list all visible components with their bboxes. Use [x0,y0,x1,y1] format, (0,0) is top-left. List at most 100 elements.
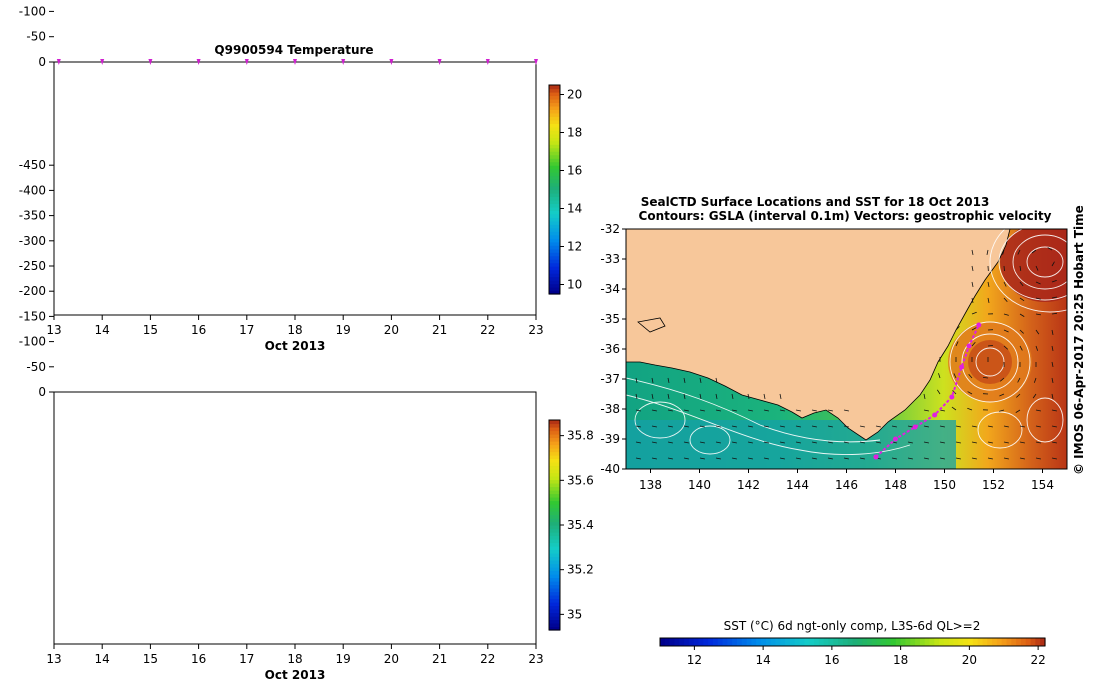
velocity-arrow [1051,261,1055,267]
velocity-arrow [779,457,785,460]
sst-colorbar-cell [818,638,825,646]
sst-colorbar: 12 14 16 18 20 22 [659,637,1046,667]
sst-colorbar-cell [823,638,830,646]
velocity-arrow [1035,457,1041,460]
temp-x-tick-label: 15 [143,323,158,337]
temperature-title: Q9900594 Temperature [214,43,373,57]
velocity-arrow [1033,377,1037,383]
velocity-arrow [1035,409,1041,412]
seal-track-line [875,324,980,458]
velocity-arrow [1019,265,1022,272]
map-lon-tick-label: 144 [786,478,809,492]
velocity-arrow [715,377,718,383]
temp-colorbar-cell [549,126,560,131]
velocity-arrow [683,441,689,444]
velocity-arrow [1017,377,1021,383]
temp-x-tick-label: 14 [95,323,110,337]
sst-colorbar-cell [1030,638,1036,646]
velocity-arrow [763,409,769,412]
sal-colorbar-tick-label: 35 [567,607,582,621]
temperature-plot-frame [53,61,537,316]
sal-x-tick-label: 23 [528,652,543,666]
sal-y-tick-label: -200 [19,284,46,298]
sal-colorbar-cell [549,577,560,582]
velocity-arrow [1003,441,1009,444]
velocity-arrow [971,457,977,460]
velocity-arrow [1051,345,1054,351]
velocity-arrow [747,441,753,444]
velocity-arrow [1003,425,1009,428]
temp-colorbar-tick-label: 12 [567,240,582,254]
velocity-arrow [811,425,817,428]
sal-x-tick-label: 19 [336,652,351,666]
velocity-arrow [843,441,849,444]
sst-colorbar-cell [924,638,931,646]
velocity-arrow [875,425,881,428]
temp-colorbar-cell [549,252,560,257]
temp-colorbar-cell [549,227,560,232]
temp-x-tick-label: 18 [287,323,302,337]
sst-colorbar-cell [664,638,671,646]
velocity-arrow [779,393,782,399]
temp-colorbar-cell [549,238,560,243]
credit-text: © IMOS 06-Apr-2017 20:25 Hobart Time [1072,205,1086,475]
southern-cool-band [626,420,956,469]
temp-colorbar-cell [549,269,560,274]
velocity-arrow [1035,265,1039,271]
sal-colorbar-cell [549,497,560,502]
sal-y-tick-label: -150 [19,309,46,323]
sst-colorbar-tick-label: 16 [824,653,839,667]
sal-colorbar-tick-label: 35.8 [567,429,594,443]
sst-colorbar-cell [732,638,738,646]
sst-colorbar-cell [871,638,878,646]
temp-colorbar-cell [549,130,560,135]
velocity-arrow [699,377,702,383]
sal-x-tick-label: 18 [287,652,302,666]
velocity-arrow [731,457,737,460]
sal-colorbar-cell [549,500,560,505]
velocity-arrow [1051,312,1058,315]
sst-colorbar-cell [915,638,921,646]
temp-colorbar-cell [549,91,560,97]
temp-colorbar-cell [549,182,560,187]
sal-x-tick-label: 22 [480,652,495,666]
sal-colorbar-cell [549,514,560,519]
sst-colorbar-cell [746,638,753,646]
velocity-arrow [1019,297,1025,302]
sal-colorbar-cell [549,598,560,603]
velocity-arrow [715,409,721,412]
sst-colorbar-label: SST (°C) 6d ngt-only comp, L3S-6d QL>=2 [724,619,981,633]
sal-x-tick-label: 17 [239,652,254,666]
velocity-arrow [859,425,865,428]
velocity-arrow [667,409,673,412]
temp-colorbar-cell [549,105,560,110]
australia-land [626,229,1011,441]
sst-colorbar-cell [1011,638,1017,646]
velocity-arrow [763,425,769,428]
velocity-arrow [955,457,961,460]
sst-colorbar-cell [684,638,690,646]
sst-colorbar-cell [1006,638,1012,646]
profile-marker [485,59,490,65]
velocity-arrow [968,373,973,379]
velocity-arrow [795,441,801,444]
velocity-arrow [971,341,976,347]
temp-colorbar-tick-label: 10 [567,278,582,292]
sal-colorbar-cell [549,602,560,607]
velocity-arrow [795,425,801,428]
sst-colorbar-cell [910,638,916,646]
velocity-arrow [1003,329,1009,333]
temp-y-tick-label: 0 [38,55,46,69]
temp-colorbar-cell [549,259,560,264]
sal-colorbar-cell [549,591,560,596]
sst-colorbar-cell [703,638,709,646]
temp-colorbar-cell [549,168,560,173]
sst-colorbar-cell [833,638,839,646]
seal-location [932,412,938,418]
velocity-arrow [967,391,973,395]
temp-colorbar-cell [549,192,560,198]
sst-colorbar-cell [919,638,926,646]
sst-colorbar-cell [722,638,728,646]
sal-colorbar-cell [549,451,560,456]
velocity-arrow [859,457,865,460]
